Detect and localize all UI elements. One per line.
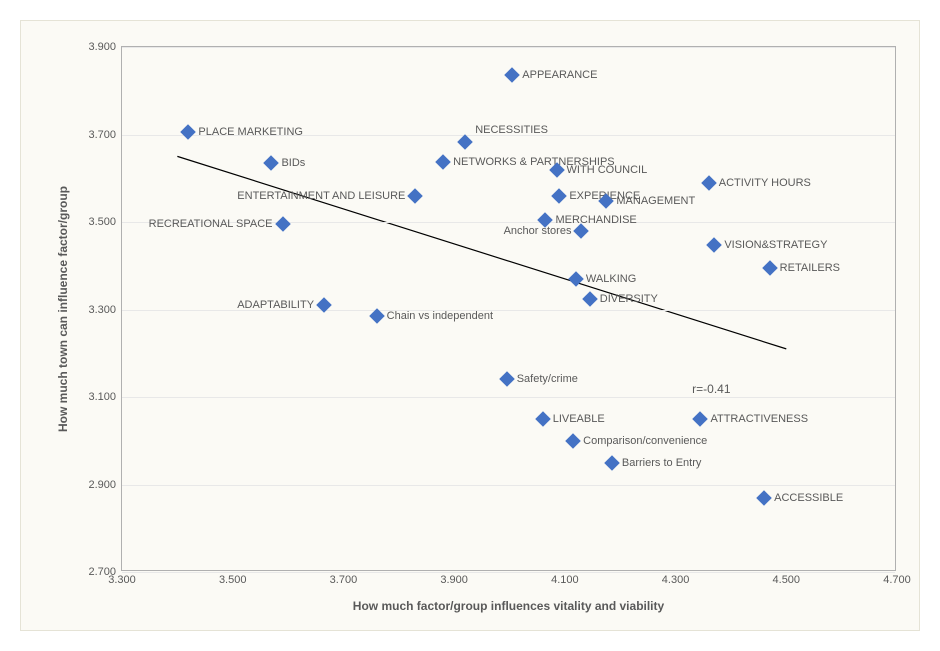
x-tick-label: 4.100 (551, 570, 579, 586)
y-axis-label: How much town can influence factor/group (56, 185, 70, 431)
data-point-marker (582, 291, 598, 307)
correlation-annotation: r=-0.41 (692, 382, 730, 396)
data-point-marker (369, 308, 385, 324)
data-point-label: BIDs (281, 157, 305, 169)
data-point-label: PLACE MARKETING (198, 126, 303, 138)
data-point-label: APPEARANCE (522, 69, 597, 81)
data-point-marker (264, 155, 280, 171)
x-tick-label: 4.300 (662, 570, 690, 586)
x-tick-label: 3.500 (219, 570, 247, 586)
data-point-marker (693, 411, 709, 427)
data-point-label: RECREATIONAL SPACE (149, 218, 273, 230)
gridline-y (122, 397, 895, 398)
data-point-marker (701, 175, 717, 191)
data-point-label: Barriers to Entry (622, 457, 701, 469)
data-point-marker (565, 433, 581, 449)
x-tick-label: 3.300 (108, 570, 136, 586)
data-point-marker (762, 260, 778, 276)
y-tick-label: 3.700 (88, 129, 122, 141)
data-point-label: RETAILERS (780, 262, 840, 274)
data-point-marker (504, 68, 520, 84)
data-point-label: Comparison/convenience (583, 435, 707, 447)
data-point-label: LIVEABLE (553, 413, 605, 425)
x-tick-label: 3.700 (330, 570, 358, 586)
x-tick-label: 3.900 (440, 570, 468, 586)
data-point-label: ADAPTABILITY (237, 299, 314, 311)
x-tick-label: 4.700 (883, 570, 911, 586)
data-point-label: ATTRACTIVENESS (710, 413, 808, 425)
data-point-label: WITH COUNCIL (567, 164, 648, 176)
data-point-label: NECESSITIES (475, 124, 548, 136)
gridline-y (122, 47, 895, 48)
data-point-marker (275, 216, 291, 232)
y-tick-label: 3.300 (88, 304, 122, 316)
data-point-label: ENTERTAINMENT AND LEISURE (237, 190, 405, 202)
data-point-label: VISION&STRATEGY (724, 239, 827, 251)
data-point-marker (457, 135, 473, 151)
data-point-label: ACCESSIBLE (774, 492, 843, 504)
data-point-label: Chain vs independent (387, 310, 493, 322)
x-tick-label: 4.500 (773, 570, 801, 586)
plot-area: 2.7002.9003.1003.3003.5003.7003.9003.300… (121, 46, 896, 571)
data-point-label: ACTIVITY HOURS (719, 177, 811, 189)
data-point-marker (181, 125, 197, 141)
y-tick-label: 3.500 (88, 216, 122, 228)
data-point-marker (552, 188, 568, 204)
chart-frame: 2.7002.9003.1003.3003.5003.7003.9003.300… (20, 20, 920, 631)
data-point-marker (316, 297, 332, 313)
data-point-marker (499, 371, 515, 387)
y-tick-label: 2.900 (88, 479, 122, 491)
data-point-marker (707, 237, 723, 253)
data-point-label: Safety/crime (517, 373, 578, 385)
data-point-label: Anchor stores (504, 225, 572, 237)
data-point-label: DIVERSITY (600, 293, 658, 305)
data-point-marker (408, 188, 424, 204)
data-point-label: WALKING (586, 273, 636, 285)
data-point-label: MANAGEMENT (616, 195, 695, 207)
gridline-y (122, 485, 895, 486)
y-tick-label: 3.100 (88, 391, 122, 403)
data-point-marker (435, 154, 451, 170)
x-axis-label: How much factor/group influences vitalit… (353, 599, 664, 613)
data-point-marker (535, 411, 551, 427)
data-point-marker (756, 490, 772, 506)
y-tick-label: 3.900 (88, 41, 122, 53)
data-point-marker (604, 455, 620, 471)
data-point-marker (568, 271, 584, 287)
